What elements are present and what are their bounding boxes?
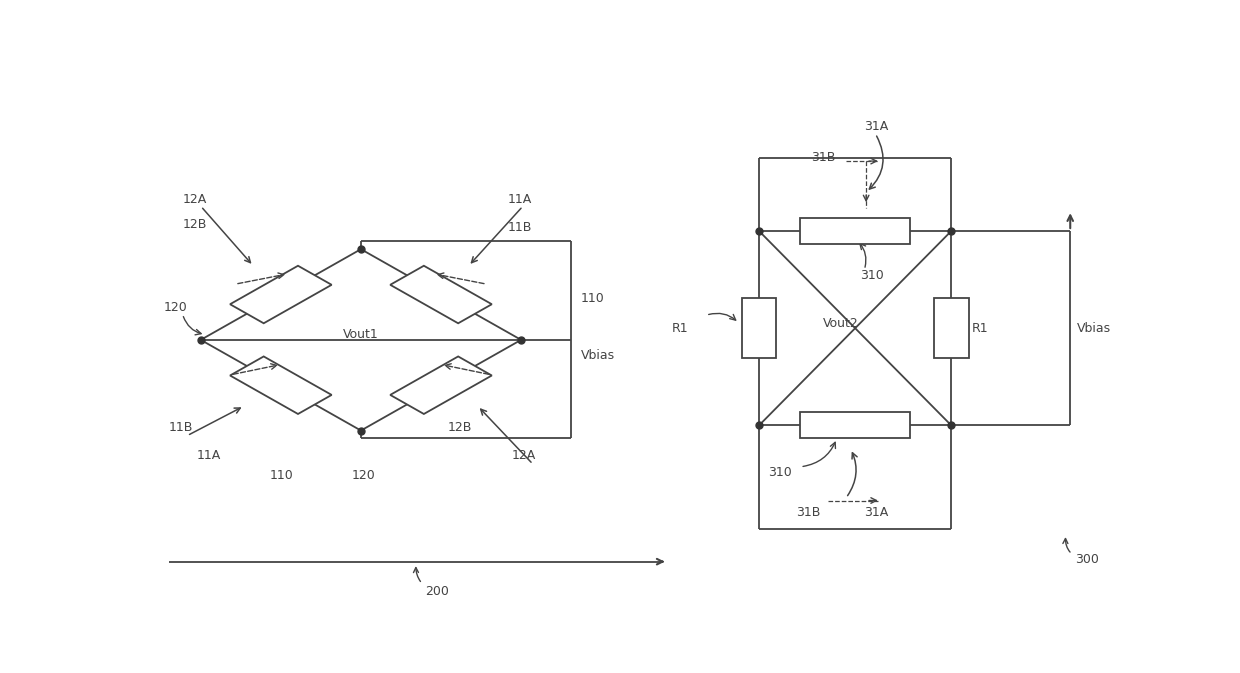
Text: 12B: 12B xyxy=(182,219,207,232)
Text: 310: 310 xyxy=(769,466,792,479)
Polygon shape xyxy=(391,357,492,414)
Text: 31B: 31B xyxy=(796,506,820,519)
Text: R1: R1 xyxy=(672,322,688,334)
Text: 310: 310 xyxy=(859,269,883,281)
Text: 12A: 12A xyxy=(182,192,207,205)
Text: 11A: 11A xyxy=(507,192,532,205)
Bar xyxy=(934,298,968,358)
Text: 120: 120 xyxy=(164,302,188,314)
Text: Vbias: Vbias xyxy=(580,349,615,362)
Text: 300: 300 xyxy=(1063,538,1099,566)
Text: 12A: 12A xyxy=(512,449,536,462)
Text: Vout1: Vout1 xyxy=(343,328,378,341)
Bar xyxy=(742,298,776,358)
Text: 11B: 11B xyxy=(169,421,193,433)
Text: 31A: 31A xyxy=(864,506,889,519)
Bar xyxy=(800,218,910,244)
Text: 110: 110 xyxy=(580,292,604,305)
Polygon shape xyxy=(231,266,331,323)
Bar xyxy=(800,413,910,438)
Text: 200: 200 xyxy=(413,567,449,598)
Text: Vout2: Vout2 xyxy=(823,316,859,330)
Text: 11B: 11B xyxy=(507,221,532,234)
Polygon shape xyxy=(231,357,331,414)
Text: Vbias: Vbias xyxy=(1076,322,1111,334)
Text: 31A: 31A xyxy=(864,120,889,133)
Text: R1: R1 xyxy=(971,322,988,334)
Text: 120: 120 xyxy=(352,469,376,482)
Text: 11A: 11A xyxy=(196,449,221,462)
Text: 110: 110 xyxy=(269,469,293,482)
Text: 31B: 31B xyxy=(811,151,836,164)
Polygon shape xyxy=(391,266,492,323)
Text: 12B: 12B xyxy=(448,421,472,433)
